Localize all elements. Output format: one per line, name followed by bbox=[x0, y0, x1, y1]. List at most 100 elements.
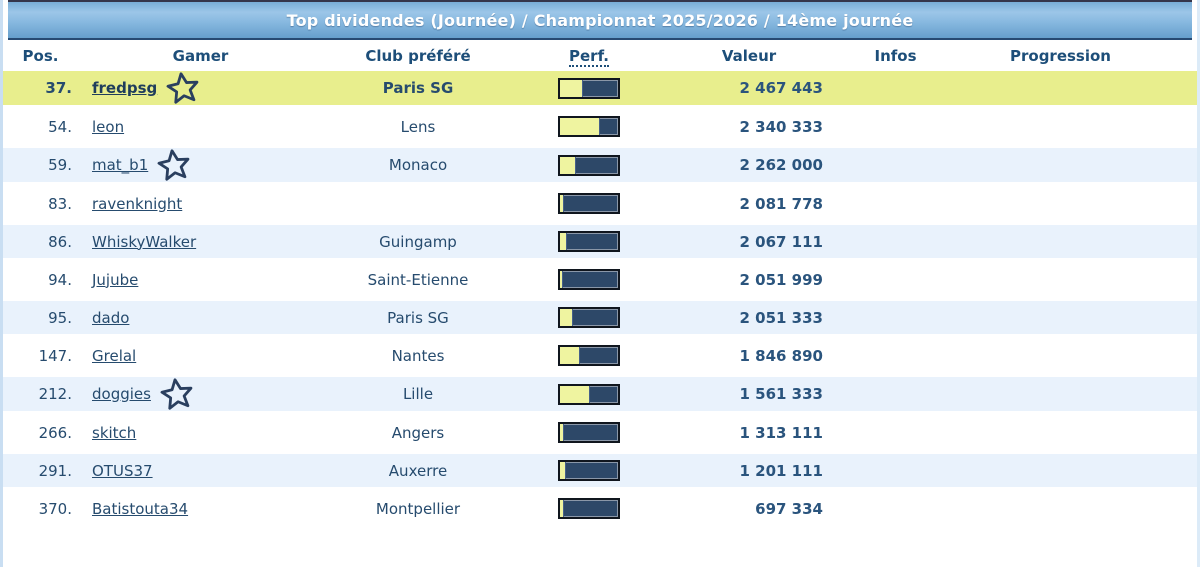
club-value: Paris SG bbox=[382, 79, 454, 97]
table-body: 37. fredpsg Paris SG 2 467 443 bbox=[3, 71, 1197, 525]
position-cell: 37. bbox=[3, 79, 78, 97]
position-value: 54. bbox=[48, 117, 72, 136]
perf-bar-fill bbox=[560, 385, 591, 403]
table-row: 86. WhiskyWalker Guingamp 2 067 111 bbox=[3, 225, 1197, 258]
club-cell: Paris SG bbox=[323, 79, 513, 97]
gamer-link[interactable]: Jujube bbox=[92, 270, 139, 289]
gamer-link[interactable]: dado bbox=[92, 308, 130, 327]
valeur-value: 2 340 333 bbox=[739, 117, 823, 136]
valeur-cell: 697 334 bbox=[665, 500, 833, 518]
perf-bar bbox=[558, 498, 620, 519]
table-row: 212. doggies Lille 1 561 333 bbox=[3, 377, 1197, 411]
gamer-link[interactable]: doggies bbox=[92, 385, 151, 403]
star-icon bbox=[157, 375, 197, 414]
perf-bar bbox=[558, 193, 620, 214]
gamer-link[interactable]: OTUS37 bbox=[92, 461, 153, 480]
club-value: Paris SG bbox=[387, 308, 449, 327]
club-cell: Guingamp bbox=[323, 233, 513, 251]
club-value: Monaco bbox=[388, 156, 448, 174]
perf-bar bbox=[558, 460, 620, 481]
perf-bar-fill bbox=[560, 424, 565, 441]
perf-bar bbox=[558, 154, 620, 176]
perf-cell bbox=[513, 269, 665, 290]
position-cell: 86. bbox=[3, 233, 78, 251]
perf-cell bbox=[513, 154, 665, 176]
gamer-cell: skitch bbox=[78, 424, 323, 442]
perf-bar bbox=[558, 231, 620, 252]
table-row: 95. dado Paris SG 2 051 333 bbox=[3, 301, 1197, 334]
gamer-cell: leon bbox=[78, 118, 323, 136]
club-value: Montpellier bbox=[375, 499, 461, 518]
club-cell: Montpellier bbox=[323, 500, 513, 518]
position-cell: 83. bbox=[3, 195, 78, 213]
gamer-cell: WhiskyWalker bbox=[78, 233, 323, 251]
gamer-cell: dado bbox=[78, 309, 323, 327]
gamer-cell: Jujube bbox=[78, 271, 323, 289]
perf-bar-fill bbox=[560, 462, 566, 479]
gamer-link[interactable]: mat_b1 bbox=[92, 156, 149, 174]
position-value: 59. bbox=[48, 156, 72, 174]
position-cell: 266. bbox=[3, 424, 78, 442]
club-value: Auxerre bbox=[388, 461, 448, 480]
table-title-bar: Top dividendes (Journée) / Championnat 2… bbox=[8, 0, 1192, 40]
gamer-cell: fredpsg bbox=[78, 71, 323, 105]
gamer-link[interactable]: leon bbox=[92, 117, 125, 136]
perf-cell bbox=[513, 498, 665, 519]
column-header-valeur: Valeur bbox=[721, 46, 777, 65]
page-title: Top dividendes (Journée) / Championnat 2… bbox=[286, 10, 914, 30]
gamer-link[interactable]: ravenknight bbox=[92, 194, 183, 213]
gamer-cell: Grelal bbox=[78, 347, 323, 365]
valeur-value: 1 561 333 bbox=[739, 385, 823, 403]
perf-bar-fill bbox=[560, 79, 584, 97]
perf-bar bbox=[558, 307, 620, 328]
perf-bar-fill bbox=[560, 500, 565, 517]
table-row: 370. Batistouta34 Montpellier 697 334 bbox=[3, 492, 1197, 525]
perf-cell bbox=[513, 460, 665, 481]
position-cell: 94. bbox=[3, 271, 78, 289]
valeur-cell: 2 051 333 bbox=[665, 309, 833, 327]
perf-bar-fill bbox=[560, 156, 577, 174]
gamer-link[interactable]: skitch bbox=[92, 423, 137, 442]
perf-bar bbox=[558, 345, 620, 366]
valeur-value: 2 051 999 bbox=[739, 270, 823, 289]
valeur-cell: 2 467 443 bbox=[665, 79, 833, 97]
perf-abbr-label[interactable]: Perf. bbox=[569, 46, 609, 67]
gamer-link[interactable]: Batistouta34 bbox=[92, 499, 189, 518]
perf-cell bbox=[513, 383, 665, 405]
valeur-value: 1 313 111 bbox=[739, 423, 823, 442]
perf-cell bbox=[513, 77, 665, 99]
club-cell: Monaco bbox=[323, 156, 513, 174]
valeur-value: 2 262 000 bbox=[739, 156, 823, 174]
perf-bar-fill bbox=[560, 118, 601, 135]
column-header-perf[interactable]: Perf. bbox=[513, 46, 665, 67]
club-cell: Paris SG bbox=[323, 309, 513, 327]
position-value: 37. bbox=[45, 79, 72, 97]
position-cell: 370. bbox=[3, 500, 78, 518]
perf-bar bbox=[558, 383, 620, 405]
valeur-cell: 2 067 111 bbox=[665, 233, 833, 251]
gamer-cell: doggies bbox=[78, 377, 323, 411]
table-row: 266. skitch Angers 1 313 111 bbox=[3, 416, 1197, 449]
gamer-link[interactable]: fredpsg bbox=[92, 79, 158, 97]
perf-cell bbox=[513, 422, 665, 443]
club-value: Saint-Etienne bbox=[367, 270, 469, 289]
position-value: 94. bbox=[48, 270, 72, 289]
gamer-link[interactable]: WhiskyWalker bbox=[92, 232, 197, 251]
gamer-cell: ravenknight bbox=[78, 195, 323, 213]
gamer-link[interactable]: Grelal bbox=[92, 346, 137, 365]
position-value: 291. bbox=[38, 461, 72, 480]
valeur-value: 2 067 111 bbox=[739, 232, 823, 251]
position-cell: 291. bbox=[3, 462, 78, 480]
position-cell: 147. bbox=[3, 347, 78, 365]
club-cell: Auxerre bbox=[323, 462, 513, 480]
club-cell: Angers bbox=[323, 424, 513, 442]
valeur-cell: 1 846 890 bbox=[665, 347, 833, 365]
perf-bar bbox=[558, 269, 620, 290]
valeur-cell: 2 262 000 bbox=[665, 156, 833, 174]
valeur-cell: 2 081 778 bbox=[665, 195, 833, 213]
valeur-cell: 1 313 111 bbox=[665, 424, 833, 442]
valeur-value: 2 081 778 bbox=[739, 194, 823, 213]
club-cell: Saint-Etienne bbox=[323, 271, 513, 289]
table-row: 59. mat_b1 Monaco 2 262 000 bbox=[3, 148, 1197, 182]
valeur-value: 2 467 443 bbox=[739, 79, 823, 97]
